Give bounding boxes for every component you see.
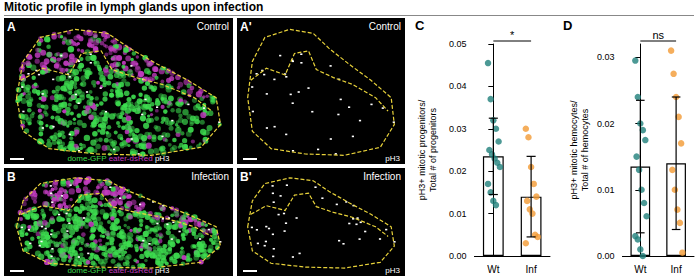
svg-text:0.01: 0.01 xyxy=(449,209,467,219)
svg-text:0.03: 0.03 xyxy=(597,52,615,62)
svg-text:A: A xyxy=(7,20,16,34)
svg-text:C: C xyxy=(415,18,425,33)
svg-text:0.04: 0.04 xyxy=(449,81,467,91)
svg-text:0.02: 0.02 xyxy=(597,119,615,129)
svg-text:0.05: 0.05 xyxy=(449,39,467,49)
svg-text:Wt: Wt xyxy=(634,264,646,275)
svg-text:Infection: Infection xyxy=(363,171,401,182)
svg-text:pH3+ mitotic progenitors/: pH3+ mitotic progenitors/ xyxy=(417,99,427,200)
svg-text:dome-GFP eater-dsRed pH3: dome-GFP eater-dsRed pH3 xyxy=(67,154,170,163)
svg-text:pH3+ mitotic hemocytes/: pH3+ mitotic hemocytes/ xyxy=(569,100,579,199)
svg-text:Total # of progenitors: Total # of progenitors xyxy=(428,107,438,192)
svg-text:Wt: Wt xyxy=(487,264,499,275)
svg-text:B: B xyxy=(7,170,16,184)
svg-text:Infection: Infection xyxy=(191,171,229,182)
svg-text:dome-GFP eater-dsRed pH3: dome-GFP eater-dsRed pH3 xyxy=(67,266,170,275)
svg-text:0.00: 0.00 xyxy=(449,251,467,261)
svg-text:0.02: 0.02 xyxy=(449,166,467,176)
svg-text:Inf: Inf xyxy=(526,264,537,275)
svg-text:Control: Control xyxy=(369,21,401,32)
svg-text:ns: ns xyxy=(652,29,664,41)
svg-text:D: D xyxy=(563,18,572,33)
svg-text:pH3: pH3 xyxy=(385,266,400,275)
svg-text:0.00: 0.00 xyxy=(597,251,615,261)
svg-text:B': B' xyxy=(240,170,252,184)
svg-text:0.01: 0.01 xyxy=(597,185,615,195)
svg-text:Total # of hemocytes: Total # of hemocytes xyxy=(580,108,590,191)
svg-text:A': A' xyxy=(240,20,252,34)
html-text:Mitotic profile in lymph gland: Mitotic profile in lymph glands upon inf… xyxy=(4,0,264,14)
svg-text:*: * xyxy=(510,29,515,41)
svg-text:0.03: 0.03 xyxy=(449,124,467,134)
svg-text:Control: Control xyxy=(197,21,229,32)
svg-text:Inf: Inf xyxy=(671,264,682,275)
svg-text:pH3: pH3 xyxy=(385,154,400,163)
